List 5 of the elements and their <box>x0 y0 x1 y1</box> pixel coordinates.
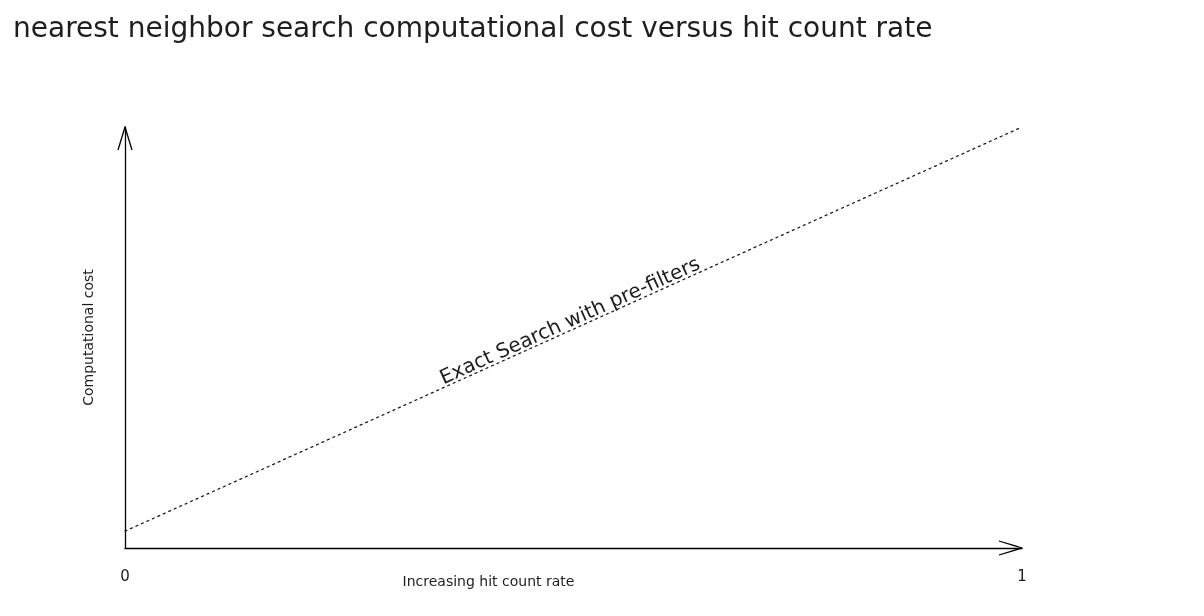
x-axis-title: Increasing hit count rate <box>402 573 575 589</box>
chart-title: nearest neighbor search computational cost versus hit count rate <box>13 10 933 44</box>
x-tick-label: 0 <box>120 567 130 585</box>
x-tick-label: 1 <box>1017 567 1027 585</box>
y-axis-title: Computational cost <box>80 268 96 406</box>
